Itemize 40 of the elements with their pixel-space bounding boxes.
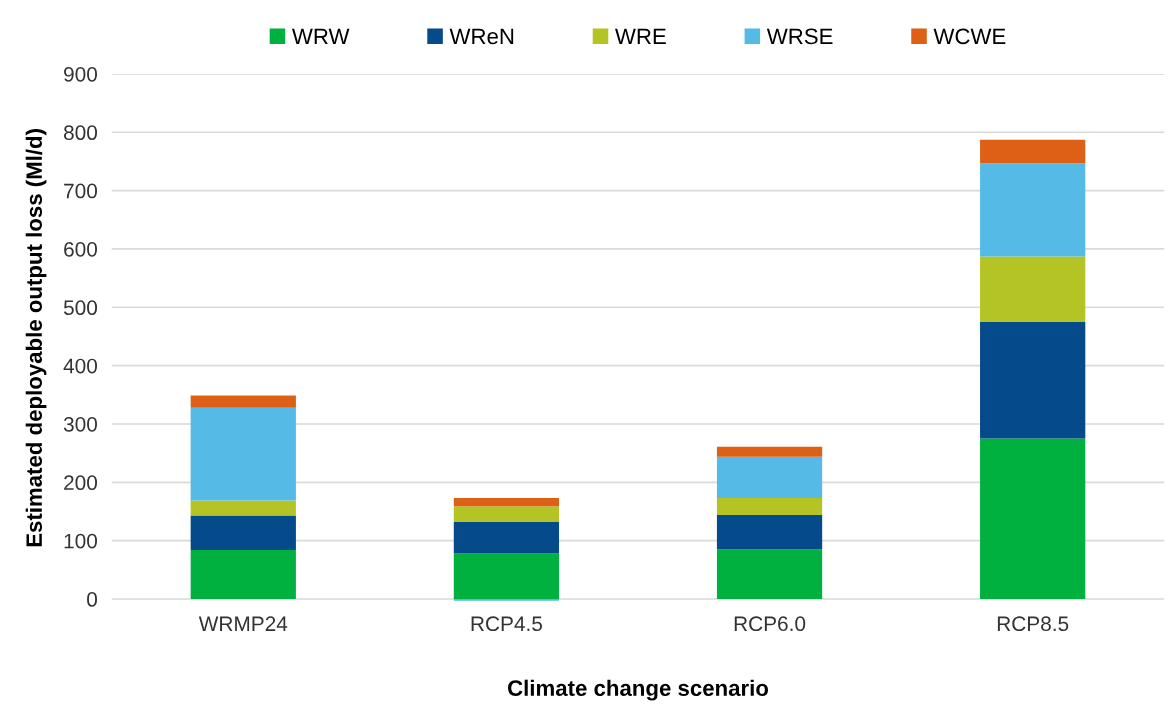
bar <box>190 395 296 408</box>
legend-label: WCWE <box>933 28 1006 45</box>
x-axis-title: Climate change scenario <box>507 679 769 701</box>
bar <box>190 500 296 516</box>
bar <box>980 139 1086 164</box>
legend-label: WRW <box>292 28 350 45</box>
bar <box>716 514 823 550</box>
bar <box>453 521 560 554</box>
bar <box>190 407 296 501</box>
legend-label: WRE <box>615 28 666 45</box>
x-tick-label: RCP6.0 <box>734 616 806 632</box>
y-tick-label: 300 <box>63 416 98 432</box>
y-tick-label: 400 <box>63 358 98 374</box>
legend-label: WRSE <box>766 28 833 45</box>
bar <box>453 506 560 522</box>
bar <box>716 456 823 499</box>
y-tick-label: 100 <box>64 533 98 549</box>
y-tick-label: 200 <box>64 475 98 491</box>
y-tick-label: 600 <box>64 241 98 257</box>
bar <box>980 321 1086 439</box>
y-tick-label: 0 <box>87 592 98 607</box>
x-tick-label: RCP8.5 <box>997 616 1069 632</box>
x-tick-label: WRMP24 <box>198 616 288 631</box>
legend-label: WReN <box>449 28 514 45</box>
bar <box>980 163 1086 257</box>
bar <box>453 498 560 507</box>
y-tick-label: 500 <box>63 300 98 316</box>
bar <box>980 438 1086 599</box>
y-tick-label: 700 <box>64 183 98 199</box>
y-tick-label: 900 <box>64 66 98 82</box>
bar <box>190 550 296 599</box>
bar <box>716 549 823 599</box>
bar <box>716 446 823 457</box>
bar <box>716 498 823 515</box>
bar <box>453 553 560 599</box>
y-tick-label: 800 <box>63 125 98 141</box>
y-axis-title: Estimated deployable output loss (Ml/d) <box>25 129 47 547</box>
bar <box>980 256 1086 322</box>
x-tick-label: RCP4.5 <box>471 616 543 632</box>
bar <box>190 515 296 550</box>
